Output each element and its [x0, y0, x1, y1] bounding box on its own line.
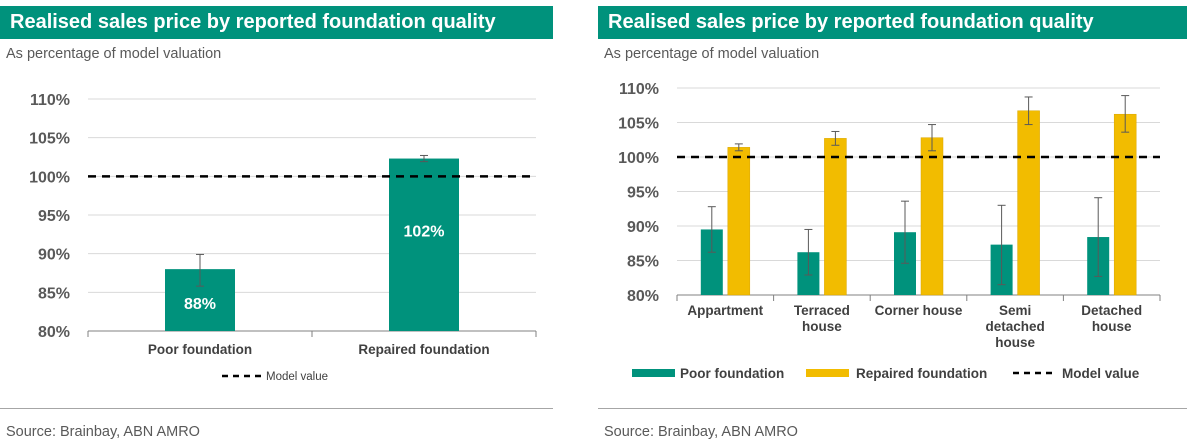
left-source-divider — [0, 408, 553, 409]
x-category-label-line: Terraced — [794, 303, 850, 318]
x-category-label-line: Detached — [1081, 303, 1142, 318]
data-label: 88% — [184, 296, 216, 313]
y-tick-label: 95% — [38, 208, 70, 225]
x-category-label: Repaired foundation — [358, 342, 489, 357]
y-tick-label: 90% — [38, 247, 70, 264]
left-chart-plot: 80% 85% 90% 95% 100% 105% 110% 88% Poor foundati… — [29, 92, 537, 383]
left-chart-title: Realised sales price by reported foundat… — [0, 6, 553, 39]
x-category-label-line: Semi — [999, 303, 1031, 318]
x-category-label-line: house — [1092, 319, 1132, 334]
y-tick-label: 95% — [627, 185, 659, 202]
legend-poor-foundation-label: Poor foundation — [680, 366, 784, 381]
x-category-label-line: house — [802, 319, 842, 334]
y-tick-label: 105% — [618, 116, 659, 133]
data-label: 102% — [404, 224, 445, 241]
x-category-label: Terraced house — [794, 303, 850, 334]
x-category-label: Corner house — [875, 303, 963, 318]
right-chart-panel: Realised sales price by reported foundat… — [598, 0, 1187, 446]
y-tick-label: 105% — [29, 131, 70, 148]
x-category-label-line: Appartment — [687, 303, 763, 318]
bar-repaired-foundation — [389, 158, 459, 331]
left-chart-panel: Realised sales price by reported foundat… — [0, 0, 553, 446]
y-tick-label: 90% — [627, 219, 659, 236]
y-tick-label: 110% — [619, 81, 659, 98]
right-chart-subtitle: As percentage of model valuation — [604, 46, 820, 62]
y-tick-label: 80% — [627, 288, 659, 305]
bar-repaired-foundation — [1113, 113, 1137, 296]
bar-poor-foundation — [700, 229, 723, 295]
legend-poor-foundation-swatch — [632, 369, 675, 377]
legend-model-value-label: Model value — [266, 371, 328, 383]
y-tick-label: 85% — [627, 254, 659, 271]
y-tick-label: 110% — [30, 92, 70, 109]
x-category-label: Appartment — [687, 303, 763, 318]
left-source-text: Source: Brainbay, ABN AMRO — [6, 424, 200, 440]
right-chart-title: Realised sales price by reported foundat… — [598, 6, 1187, 39]
right-source-text: Source: Brainbay, ABN AMRO — [604, 424, 798, 440]
legend-repaired-foundation-swatch — [806, 369, 849, 377]
right-chart-plot: 80% 85% 90% 95% 100% 105% 110% Appartment Terrac… — [618, 81, 1161, 381]
bar-repaired-foundation — [727, 147, 751, 296]
y-tick-label: 80% — [38, 324, 70, 341]
x-category-label: Poor foundation — [148, 342, 252, 357]
y-tick-label: 100% — [29, 169, 70, 186]
y-tick-label: 85% — [38, 285, 70, 302]
x-category-label-line: Corner house — [875, 303, 963, 318]
right-source-divider — [598, 408, 1187, 409]
x-category-label-line: house — [995, 335, 1035, 350]
x-category-label-line: detached — [985, 319, 1044, 334]
bar-repaired-foundation — [1017, 110, 1040, 296]
legend-repaired-foundation-label: Repaired foundation — [856, 366, 987, 381]
legend-model-value-label: Model value — [1062, 366, 1140, 381]
bar-repaired-foundation — [920, 137, 944, 296]
y-tick-label: 100% — [618, 150, 659, 167]
x-category-label: Detached house — [1081, 303, 1142, 334]
x-category-label: Semi detached house — [985, 303, 1044, 350]
left-chart-subtitle: As percentage of model valuation — [6, 46, 222, 62]
bar-repaired-foundation — [824, 138, 847, 296]
